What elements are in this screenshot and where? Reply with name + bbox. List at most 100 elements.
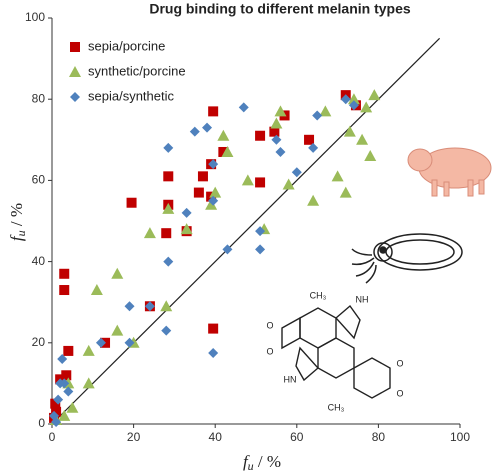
point-diamond xyxy=(161,325,172,336)
x-tick-label: 80 xyxy=(372,430,386,444)
point-diamond xyxy=(255,244,266,255)
legend-label: sepia/synthetic xyxy=(88,88,174,103)
point-diamond xyxy=(291,167,302,178)
x-label-sub: u xyxy=(248,459,254,473)
point-diamond xyxy=(208,347,219,358)
point-diamond xyxy=(163,142,174,153)
point-diamond xyxy=(53,394,64,405)
y-tick-label: 20 xyxy=(32,335,46,349)
x-tick-label: 100 xyxy=(450,430,470,444)
y-tick-label: 100 xyxy=(25,10,45,24)
point-diamond xyxy=(271,134,282,145)
point-triangle xyxy=(307,194,320,206)
molecule-label: HN xyxy=(284,374,297,384)
point-square xyxy=(50,398,61,409)
x-label-main: f xyxy=(243,452,250,471)
point-square xyxy=(63,345,74,356)
point-triangle xyxy=(339,186,352,198)
point-diamond xyxy=(308,142,319,153)
cuttlefish-illustration xyxy=(351,233,463,284)
point-square xyxy=(208,106,219,117)
y-tick-label: 40 xyxy=(32,254,46,268)
point-square xyxy=(218,146,229,157)
point-square xyxy=(59,268,70,279)
pig-illustration xyxy=(407,147,492,197)
point-square xyxy=(197,171,208,182)
point-square xyxy=(161,228,172,239)
point-triangle xyxy=(66,401,79,413)
point-triangle xyxy=(282,178,295,190)
point-triangle xyxy=(160,300,173,312)
point-diamond xyxy=(181,207,192,218)
point-square xyxy=(59,285,70,296)
molecule-label: O xyxy=(266,320,273,330)
point-triangle xyxy=(82,344,95,356)
molecule-label: CH₃ xyxy=(328,402,345,412)
point-diamond xyxy=(124,301,135,312)
point-triangle xyxy=(217,129,230,141)
point-diamond xyxy=(124,337,135,348)
point-square xyxy=(163,171,174,182)
point-diamond xyxy=(63,386,74,397)
point-triangle xyxy=(82,377,95,389)
legend-marker xyxy=(70,42,80,52)
point-triangle xyxy=(90,284,103,296)
point-triangle xyxy=(274,105,287,117)
legend-marker xyxy=(70,92,80,102)
y-tick-label: 80 xyxy=(32,91,46,105)
x-tick-label: 20 xyxy=(127,430,141,444)
point-triangle xyxy=(209,186,222,198)
point-diamond xyxy=(202,122,213,133)
point-diamond xyxy=(208,159,219,170)
molecule-label: O xyxy=(266,346,273,356)
point-triangle xyxy=(331,170,344,182)
point-triangle xyxy=(111,267,124,279)
molecule-label: CH₃ xyxy=(310,290,327,300)
point-triangle xyxy=(343,125,356,137)
x-tick-label: 40 xyxy=(209,430,223,444)
point-square xyxy=(208,323,219,334)
point-diamond xyxy=(57,354,68,365)
point-diamond xyxy=(51,416,62,427)
point-triangle xyxy=(111,324,124,336)
point-triangle xyxy=(270,117,283,129)
point-triangle xyxy=(356,133,369,145)
point-square xyxy=(51,406,62,417)
point-square xyxy=(255,130,266,141)
point-diamond xyxy=(238,102,249,113)
y-axis-label: fu / % xyxy=(7,203,28,241)
point-diamond xyxy=(208,195,219,206)
point-triangle xyxy=(364,150,377,162)
point-triangle xyxy=(319,105,332,117)
point-triangle xyxy=(205,198,218,210)
molecule-label: O xyxy=(396,358,403,368)
x-label-rest: / % xyxy=(254,452,281,471)
reference-line xyxy=(51,37,441,425)
point-square xyxy=(255,177,266,188)
point-square xyxy=(193,187,204,198)
point-triangle xyxy=(368,89,381,101)
legend-marker xyxy=(69,66,81,77)
point-triangle xyxy=(221,145,234,157)
point-diamond xyxy=(348,100,359,111)
point-square xyxy=(61,370,72,381)
point-diamond xyxy=(189,126,200,137)
point-diamond xyxy=(340,94,351,105)
point-diamond xyxy=(163,256,174,267)
molecule-label: O xyxy=(396,388,403,398)
point-diamond xyxy=(275,146,286,157)
point-diamond xyxy=(144,301,155,312)
y-label-sub: u xyxy=(14,230,28,236)
y-tick-label: 0 xyxy=(38,416,45,430)
point-square xyxy=(126,197,137,208)
point-diamond xyxy=(312,110,323,121)
point-square xyxy=(269,126,280,137)
point-diamond xyxy=(95,337,106,348)
point-triangle xyxy=(360,101,373,113)
point-triangle xyxy=(143,227,156,239)
point-triangle xyxy=(241,174,254,186)
y-label-rest: / % xyxy=(7,203,26,230)
legend-label: sepia/porcine xyxy=(88,38,165,53)
molecule-label: NH xyxy=(356,294,369,304)
